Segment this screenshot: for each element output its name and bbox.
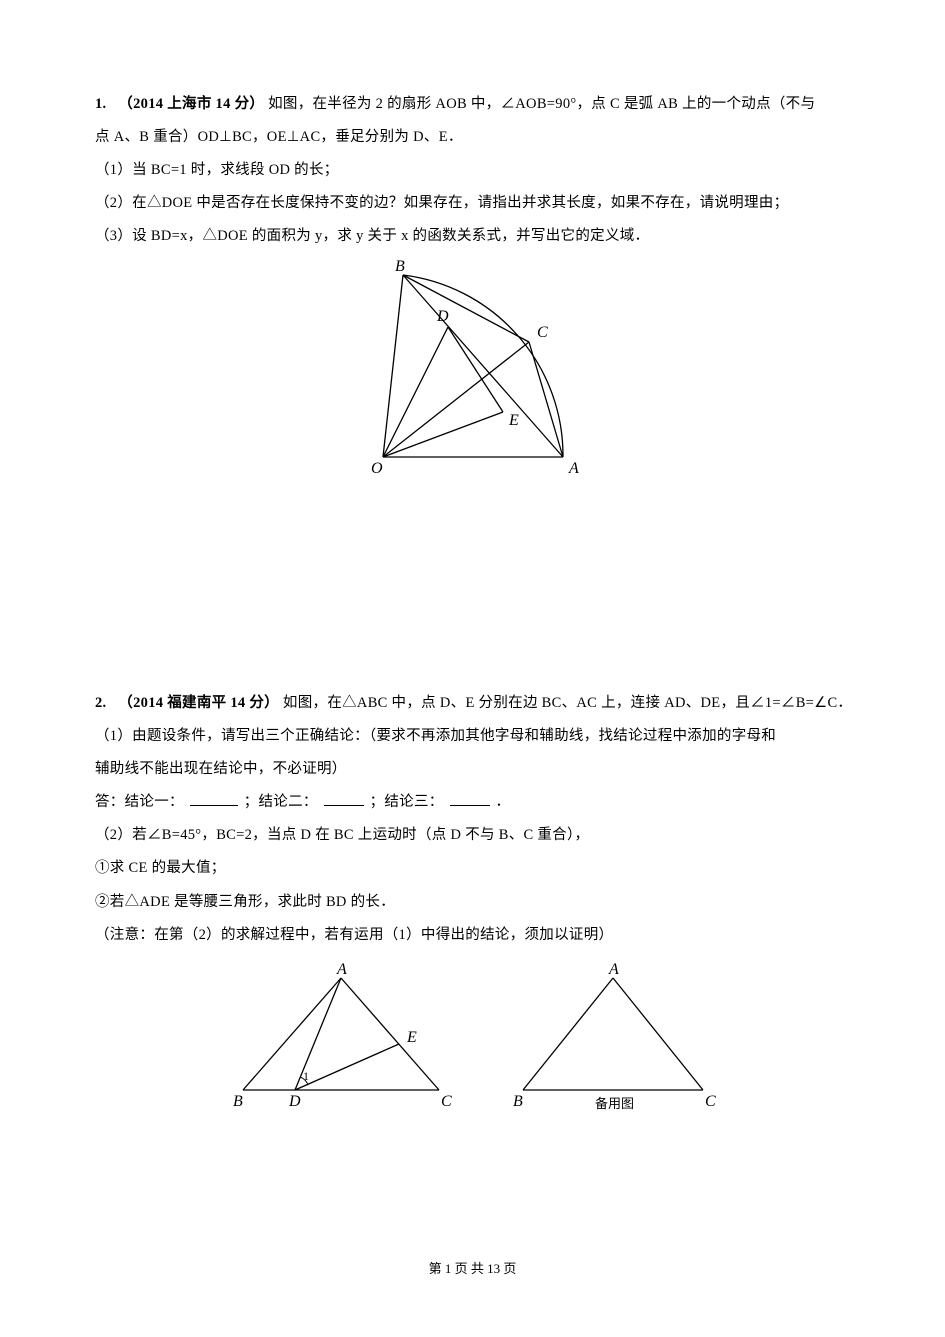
q1-part2: （2）在△DOE 中是否存在长度保持不变的边？如果存在，请指出并求其长度，如果不… <box>95 187 850 220</box>
q2-p1b-text: 辅助线不能出现在结论中，不必证明） <box>95 761 347 777</box>
svg-text:E: E <box>508 412 519 429</box>
page: 1. （2014 上海市 14 分） 如图，在半径为 2 的扇形 AOB 中，∠… <box>0 0 945 1337</box>
q2-p2a: ①求 CE 的最大值； <box>95 852 850 885</box>
svg-text:E: E <box>406 1029 417 1046</box>
q1-p2-text: （2）在△DOE 中是否存在长度保持不变的边？如果存在，请指出并求其长度，如果不… <box>95 195 788 211</box>
q2-diagram-2: A B C 备用图 <box>503 960 723 1120</box>
svg-text:D: D <box>436 308 449 325</box>
page-footer: 第 1 页 共 13 页 <box>0 1258 945 1277</box>
q1-diagram: O A B C D E <box>343 257 603 477</box>
svg-text:A: A <box>336 961 347 978</box>
svg-text:1: 1 <box>303 1069 309 1083</box>
footer-prefix: 第 <box>429 1261 445 1276</box>
q1-stem-2: 点 A、B 重合）OD⊥BC，OE⊥AC，垂足分别为 D、E． <box>95 129 463 145</box>
q2-p2a-text: ①求 CE 的最大值； <box>95 860 226 876</box>
svg-text:C: C <box>537 324 548 341</box>
q1-figure-wrap: O A B C D E <box>95 257 850 477</box>
q2-number: 2. <box>95 695 106 711</box>
svg-text:C: C <box>705 1093 716 1110</box>
q2-note: （注意：在第（2）的求解过程中，若有运用（1）中得出的结论，须加以证明） <box>95 919 850 952</box>
svg-text:B: B <box>233 1093 243 1110</box>
q2-ans-end: ． <box>495 794 510 810</box>
q2-p1a-text: （1）由题设条件，请写出三个正确结论：（要求不再添加其他字母和辅助线，找结论过程… <box>95 728 776 744</box>
q1-p1-text: （1）当 BC=1 时，求线段 OD 的长； <box>95 162 339 178</box>
footer-mid: 页 共 <box>455 1261 488 1276</box>
svg-text:B: B <box>395 258 405 275</box>
svg-text:D: D <box>288 1093 301 1110</box>
blank-3 <box>450 789 490 806</box>
q2-diagram-1: 1 A B C D E <box>223 960 463 1115</box>
blank-1 <box>190 789 238 806</box>
svg-text:A: A <box>608 961 619 978</box>
q1-number: 1. <box>95 96 106 112</box>
svg-text:A: A <box>568 460 579 477</box>
q2-p2b-text: ②若△ADE 是等腰三角形，求此时 BD 的长． <box>95 894 395 910</box>
svg-text:O: O <box>371 460 383 477</box>
q1-stem-1: 如图，在半径为 2 的扇形 AOB 中，∠AOB=90°，点 C 是弧 AB 上… <box>268 96 815 112</box>
blank-2 <box>324 789 364 806</box>
footer-suffix: 页 <box>503 1261 516 1276</box>
q1-p3-text: （3）设 BD=x，△DOE 的面积为 y，求 y 关于 x 的函数关系式，并写… <box>95 228 649 244</box>
q1-line1: 1. （2014 上海市 14 分） 如图，在半径为 2 的扇形 AOB 中，∠… <box>95 88 850 121</box>
q2-source: （2014 福建南平 14 分） <box>118 695 279 711</box>
q2-p1a: （1）由题设条件，请写出三个正确结论：（要求不再添加其他字母和辅助线，找结论过程… <box>95 720 850 753</box>
q2-answers: 答：结论一： ；结论二： ；结论三： ． <box>95 786 850 819</box>
q2-p2: （2）若∠B=45°，BC=2，当点 D 在 BC 上运动时（点 D 不与 B、… <box>95 819 850 852</box>
q1-source: （2014 上海市 14 分） <box>118 96 264 112</box>
q2-line1: 2. （2014 福建南平 14 分） 如图，在△ABC 中，点 D、E 分别在… <box>95 687 850 720</box>
q1-part3: （3）设 BD=x，△DOE 的面积为 y，求 y 关于 x 的函数关系式，并写… <box>95 220 850 253</box>
q2-note-text: （注意：在第（2）的求解过程中，若有运用（1）中得出的结论，须加以证明） <box>95 927 613 943</box>
svg-text:C: C <box>441 1093 452 1110</box>
q2-stem: 如图，在△ABC 中，点 D、E 分别在边 BC、AC 上，连接 AD、DE，且… <box>283 695 852 711</box>
q2-figure-row: 1 A B C D E A B C 备用图 <box>95 960 850 1120</box>
spacer <box>95 477 850 687</box>
q2-p2b: ②若△ADE 是等腰三角形，求此时 BD 的长． <box>95 886 850 919</box>
q2-ans-mid1: ；结论二： <box>244 794 318 810</box>
svg-text:B: B <box>513 1093 523 1110</box>
q2-ans-lead: 答：结论一： <box>95 794 184 810</box>
q2-ans-mid2: ；结论三： <box>370 794 444 810</box>
q2-p1b: 辅助线不能出现在结论中，不必证明） <box>95 753 850 786</box>
footer-total: 13 <box>487 1261 500 1276</box>
svg-text:备用图: 备用图 <box>595 1096 634 1111</box>
q1-part1: （1）当 BC=1 时，求线段 OD 的长； <box>95 154 850 187</box>
q1-line2: 点 A、B 重合）OD⊥BC，OE⊥AC，垂足分别为 D、E． <box>95 121 850 154</box>
footer-current: 1 <box>445 1261 452 1276</box>
q2-p2-text: （2）若∠B=45°，BC=2，当点 D 在 BC 上运动时（点 D 不与 B、… <box>95 827 589 843</box>
